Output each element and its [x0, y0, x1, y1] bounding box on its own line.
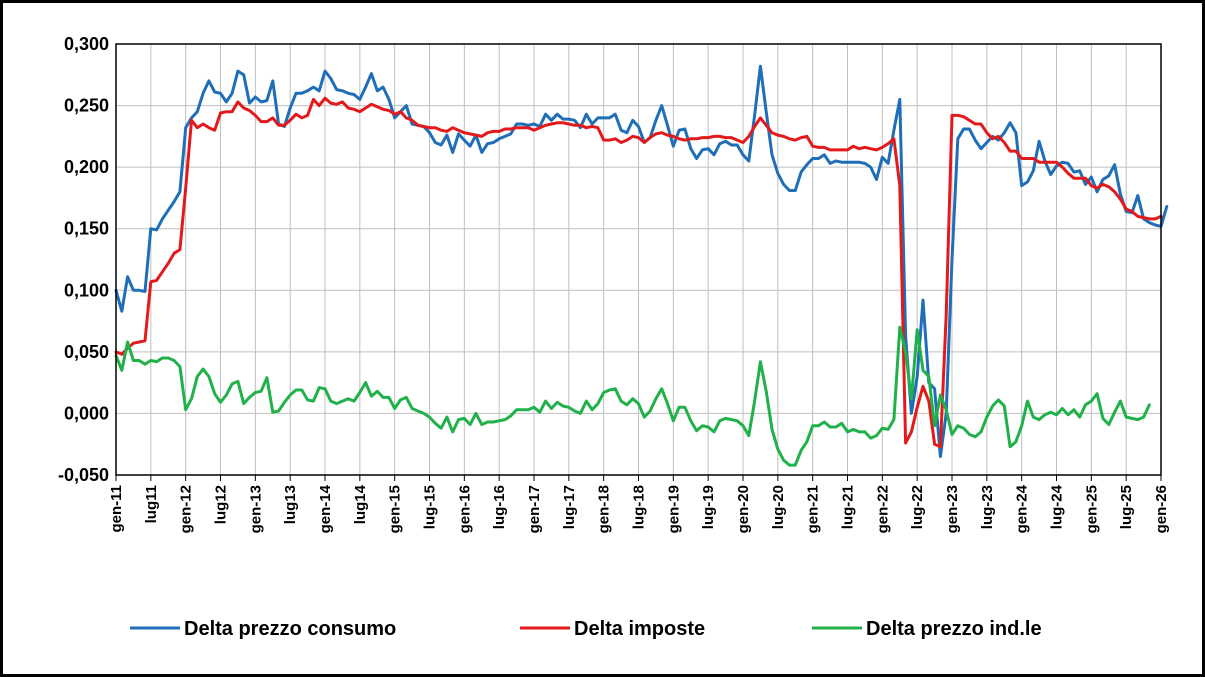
x-tick-label: lug-15 — [422, 485, 439, 529]
y-tick-label: 0,200 — [64, 157, 109, 177]
plot-area-frame — [115, 43, 1162, 476]
x-tick-label: lug-17 — [561, 485, 578, 529]
legend-label: Delta imposte — [574, 618, 705, 640]
x-tick-label: lug12 — [213, 485, 230, 524]
x-tick-label: gen-15 — [387, 485, 404, 533]
x-tick-label: gen-20 — [735, 485, 752, 533]
x-tick-label: lug-24 — [1049, 484, 1066, 529]
x-tick-label: lug-18 — [631, 485, 648, 529]
x-tick-label: lug-19 — [700, 485, 717, 529]
series-line-delta-prezzo-ind-le — [114, 325, 1151, 467]
x-tick-label: gen-12 — [178, 485, 195, 533]
x-tick-label: gen-19 — [665, 485, 682, 533]
x-tick-label: gen-14 — [317, 484, 334, 533]
x-tick-label: gen-13 — [247, 485, 264, 533]
y-tick-label: 0,300 — [64, 34, 109, 54]
y-tick-label: 0,100 — [64, 280, 109, 300]
x-tick-label: gen-24 — [1014, 484, 1031, 533]
x-tick-label: lug13 — [282, 485, 299, 524]
x-tick-label: gen-18 — [596, 485, 613, 533]
x-tick-label: lug-23 — [979, 485, 996, 529]
y-tick-label: 0,050 — [64, 342, 109, 362]
x-tick-label: gen-23 — [944, 485, 961, 533]
x-tick-label: lug11 — [143, 485, 160, 523]
x-tick-label: gen-21 — [805, 485, 822, 533]
x-tick-label: lug-16 — [491, 485, 508, 529]
x-tick-label: lug-22 — [909, 485, 926, 529]
legend-label: Delta prezzo consumo — [184, 618, 396, 640]
x-tick-label: gen-25 — [1083, 485, 1100, 533]
x-tick-label: gen-11 — [108, 485, 125, 533]
x-tick-label: gen-17 — [526, 485, 543, 533]
x-tick-label: lug-21 — [840, 485, 857, 529]
y-axis-ticks: 0,300 0,250 0,200 0,150 0,100 0,050 0,000 -0,05… — [58, 34, 109, 485]
y-tick-label: -0,050 — [58, 465, 109, 485]
y-tick-label: 0,000 — [64, 403, 109, 423]
x-tick-label: lug-25 — [1118, 485, 1135, 529]
y-tick-label: 0,150 — [64, 219, 109, 239]
series-lines — [114, 64, 1169, 467]
y-tick-label: 0,250 — [64, 96, 109, 116]
x-tick-label: gen-26 — [1153, 485, 1170, 533]
series-line-delta-imposte — [114, 96, 1163, 449]
x-tick-label: lug-20 — [770, 485, 787, 529]
x-tick-label: gen-22 — [874, 485, 891, 533]
legend-label: Delta prezzo ind.le — [866, 618, 1042, 640]
x-tick-label: lug14 — [352, 484, 369, 524]
legend: Delta prezzo consumo Delta imposte Delta p… — [130, 618, 1042, 640]
x-tick-label: gen-16 — [456, 485, 473, 533]
x-axis-ticks: gen-11 lug11 gen-12 lug12 gen-13 lug13 gen-14 l… — [108, 475, 1170, 533]
